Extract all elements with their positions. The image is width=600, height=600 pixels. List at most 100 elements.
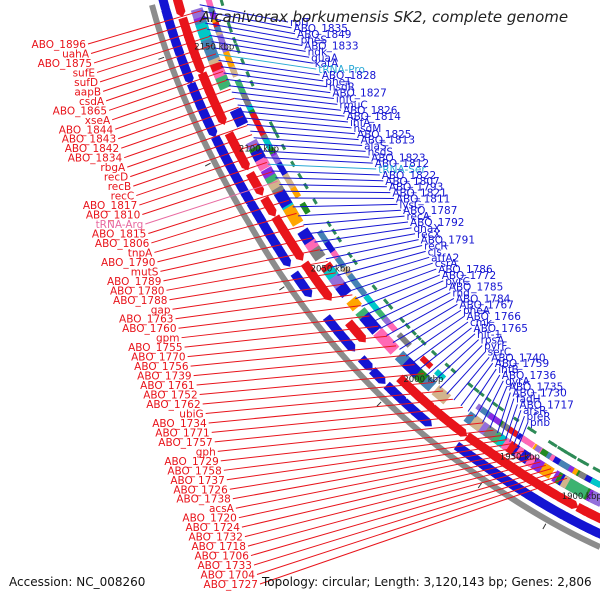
feature-label: hsdS [368,146,394,158]
leader-line [228,85,334,99]
leader-line [102,53,217,92]
feature-label: ABO_1729 [164,456,218,468]
feature-mark [512,416,520,423]
feature-label: hsdM [354,123,382,135]
feature-mark [414,391,435,411]
feature-mark [223,159,238,177]
feature-label: atfA2 [431,252,459,264]
feature-label: rnd [452,288,469,300]
leader-line [253,137,363,147]
feature-label: pyrF [484,341,507,353]
leader-line [405,315,465,357]
leader-line [243,117,352,129]
feature-label: ABO_1833 [304,41,358,53]
leader-line [163,249,320,282]
leader-line [373,286,448,322]
feature-label: rpsA [481,335,505,347]
feature-label: pfeR [526,411,550,423]
leader-line [320,233,416,252]
leader-line [474,374,501,418]
leader-line [279,183,387,188]
leader-line [259,477,568,585]
leader-line [111,79,227,121]
leader-line [196,364,415,386]
feature-label: arsR [523,405,547,417]
feature-mark [326,220,332,228]
feature-label: pnb [530,417,550,429]
position-label: 2050 kbp [311,264,351,274]
tick-mark [204,162,211,167]
feature-label: ABO_1765 [474,323,528,335]
feature-mark [387,385,407,404]
feature-label: ABO_1789 [107,276,161,288]
leader-line [253,471,557,566]
feature-mark [234,150,250,171]
leader-line [325,239,419,260]
feature-mark [373,327,390,344]
leader-line [166,260,328,291]
leader-line [367,280,444,315]
feature-label: ABO_1828 [322,70,376,82]
feature-label: ABO_1827 [332,88,386,100]
feature-mark [285,238,304,261]
leader-line [223,72,327,88]
feature-label: ABO_1822 [382,170,436,182]
feature-label: ABO_1706 [194,551,249,563]
leader-line [292,203,398,208]
leader-line [229,443,513,490]
leader-line [232,446,519,500]
feature-mark [268,121,275,128]
leader-line [271,170,380,176]
feature-label: dnaX [414,223,441,235]
feature-mark [317,284,333,301]
feature-label: ABO_1732 [188,532,242,544]
leader-line [467,368,497,412]
feature-mark [271,126,277,133]
leader-line [211,41,310,58]
feature-mark [219,0,225,7]
feature-label: ABO_1733 [198,560,252,572]
leader-line [175,294,353,320]
feature-label: ihfB [498,364,518,376]
leader-line [139,161,268,206]
leader-line [130,134,253,178]
leader-line [349,262,433,292]
leader-line [121,106,239,149]
leader-line [208,398,453,424]
feature-label: alaS [364,141,387,153]
leader-line [127,124,248,168]
feature-label: ABO_1807 [385,176,439,188]
feature-mark [473,387,480,394]
feature-mark [309,245,326,262]
leader-line [509,410,522,442]
feature-label: ABO_1762 [146,399,200,411]
feature-label: recD [104,172,128,184]
feature-label: ABO_1787 [403,205,457,217]
feature-label: fadH [516,393,541,405]
feature-label: ABO_1825 [357,129,411,141]
feature-label: ABO_1821 [392,188,446,200]
feature-label: ABO_1761 [140,380,194,392]
feature-mark [234,78,247,97]
leader-line [151,199,289,244]
leader-line [184,325,379,348]
feature-mark [586,508,600,524]
feature-label: pheS [301,35,328,47]
feature-label: ABO_1875 [38,58,92,70]
feature-label: pheA [463,305,491,317]
leader-line [207,28,303,47]
leader-line [439,345,483,389]
feature-mark [290,186,302,199]
position-label: 2150 kbp [194,43,234,53]
leader-line [308,221,409,234]
feature-mark [383,298,390,305]
feature-label: mutS [131,266,159,278]
feature-mark [202,116,218,138]
leader-line [93,27,207,64]
leader-line [148,190,284,234]
leader-line [133,143,257,187]
tick-mark [477,482,483,489]
leader-line [250,468,552,557]
leader-line [205,390,444,414]
feature-label: rmuC [339,99,367,111]
